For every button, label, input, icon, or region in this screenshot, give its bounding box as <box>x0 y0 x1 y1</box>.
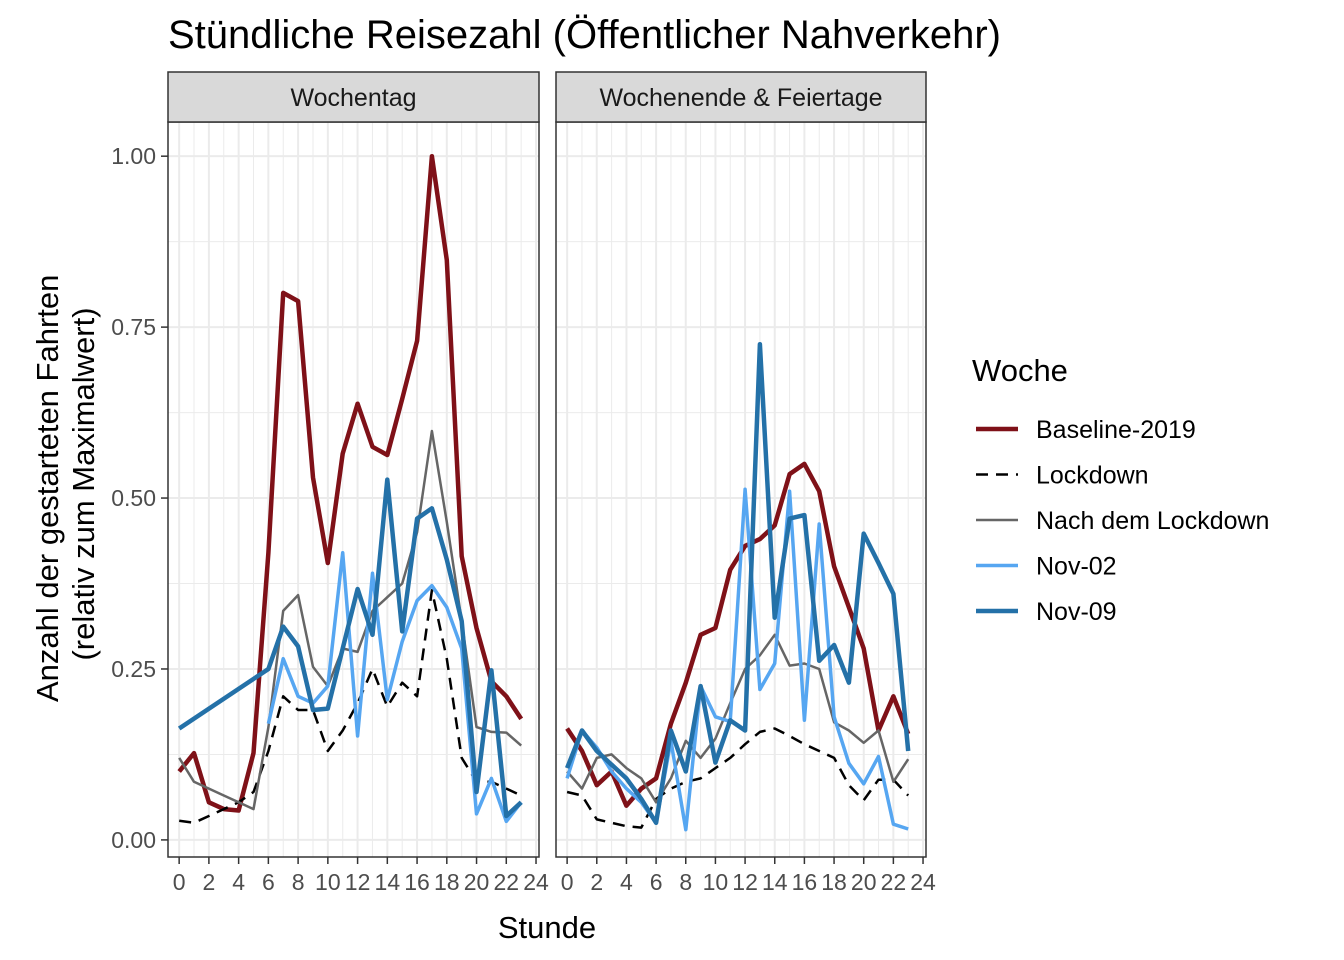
x-tick-label: 14 <box>375 869 401 895</box>
facet-panel-wochentag: Wochentag <box>167 71 540 858</box>
legend-label-nach-dem-lockdown: Nach dem Lockdown <box>1036 507 1269 535</box>
x-tick-label: 4 <box>620 869 633 895</box>
facet-panel-wochenende: Wochenende & Feiertage <box>555 71 927 858</box>
y-axis-title: Anzahl der gestarteten Fahrten (relativ … <box>30 266 101 702</box>
facet-strip-label-wochentag: Wochentag <box>290 84 416 112</box>
x-tick-label: 20 <box>851 869 877 895</box>
legend-label-baseline-2019: Baseline-2019 <box>1036 416 1196 444</box>
x-axis-wochentag: 0 2 4 6 8 10 12 14 16 18 20 22 24 <box>173 857 549 895</box>
facet-strip-wochenende-feiertage <box>555 71 927 123</box>
x-axis-title: Stunde <box>498 910 596 945</box>
legend-label-nov-09: Nov-09 <box>1036 598 1117 626</box>
x-tick-label: 6 <box>262 869 275 895</box>
x-tick-label: 12 <box>345 869 371 895</box>
series-line-lockdown-wochenende-feiertage <box>566 727 910 829</box>
series-line-nach-dem-lockdown-wochenende-feiertage <box>566 633 910 804</box>
x-tick-label: 10 <box>703 869 729 895</box>
x-axis-wochenende: 0 2 4 6 8 10 12 14 16 18 20 22 24 <box>561 857 936 895</box>
y-tick-label: 0.75 <box>111 314 156 340</box>
facet-strip-label-wochenende-feiertage: Wochenende & Feiertage <box>599 84 882 112</box>
y-tick-label: 0.25 <box>111 656 156 682</box>
legend: Woche Baseline-2019 Lockdown Nach dem Lock… <box>972 353 1269 626</box>
x-tick-label: 8 <box>679 869 692 895</box>
series-line-baseline-2019-wochenende-feiertage <box>565 461 911 808</box>
x-tick-label: 22 <box>493 869 519 895</box>
legend-label-nov-02: Nov-02 <box>1036 553 1117 581</box>
y-axis: 0.00 0.25 0.50 0.75 1.00 <box>111 143 168 853</box>
x-tick-label: 2 <box>590 869 603 895</box>
x-tick-label: 14 <box>762 869 788 895</box>
x-tick-label: 2 <box>202 869 215 895</box>
y-tick-label: 0.50 <box>111 485 156 511</box>
x-tick-label: 10 <box>315 869 341 895</box>
x-tick-label: 12 <box>732 869 758 895</box>
series-line-nov-02-wochenende-feiertage <box>565 487 909 832</box>
series-line-nov-09-wochentag <box>177 477 523 819</box>
x-tick-label: 24 <box>523 869 549 895</box>
x-tick-label: 0 <box>561 869 574 895</box>
chart-title: Stündliche Reisezahl (Öffentlicher Nahve… <box>168 13 1001 57</box>
x-tick-label: 20 <box>464 869 490 895</box>
facet-strip-wochentag <box>167 71 540 123</box>
x-tick-label: 18 <box>434 869 460 895</box>
y-tick-label: 1.00 <box>111 143 156 169</box>
series-line-nov-09-wochenende-feiertage <box>565 341 911 826</box>
legend-title: Woche <box>972 353 1068 388</box>
x-tick-label: 16 <box>404 869 430 895</box>
x-tick-label: 8 <box>292 869 305 895</box>
x-tick-label: 22 <box>881 869 907 895</box>
series-line-lockdown-wochentag <box>179 589 522 825</box>
y-tick-label: 0.00 <box>111 827 156 853</box>
x-tick-label: 4 <box>232 869 245 895</box>
series-line-baseline-2019-wochentag <box>177 153 524 813</box>
x-tick-label: 16 <box>792 869 818 895</box>
x-tick-label: 24 <box>910 869 936 895</box>
legend-label-lockdown: Lockdown <box>1036 462 1149 490</box>
x-tick-label: 18 <box>821 869 847 895</box>
x-tick-label: 0 <box>173 869 186 895</box>
y-axis-title-line-2: (relativ zum Maximalwert) <box>66 307 101 660</box>
x-tick-label: 6 <box>650 869 663 895</box>
y-axis-title-line-1: Anzahl der gestarteten Fahrten <box>30 275 65 702</box>
